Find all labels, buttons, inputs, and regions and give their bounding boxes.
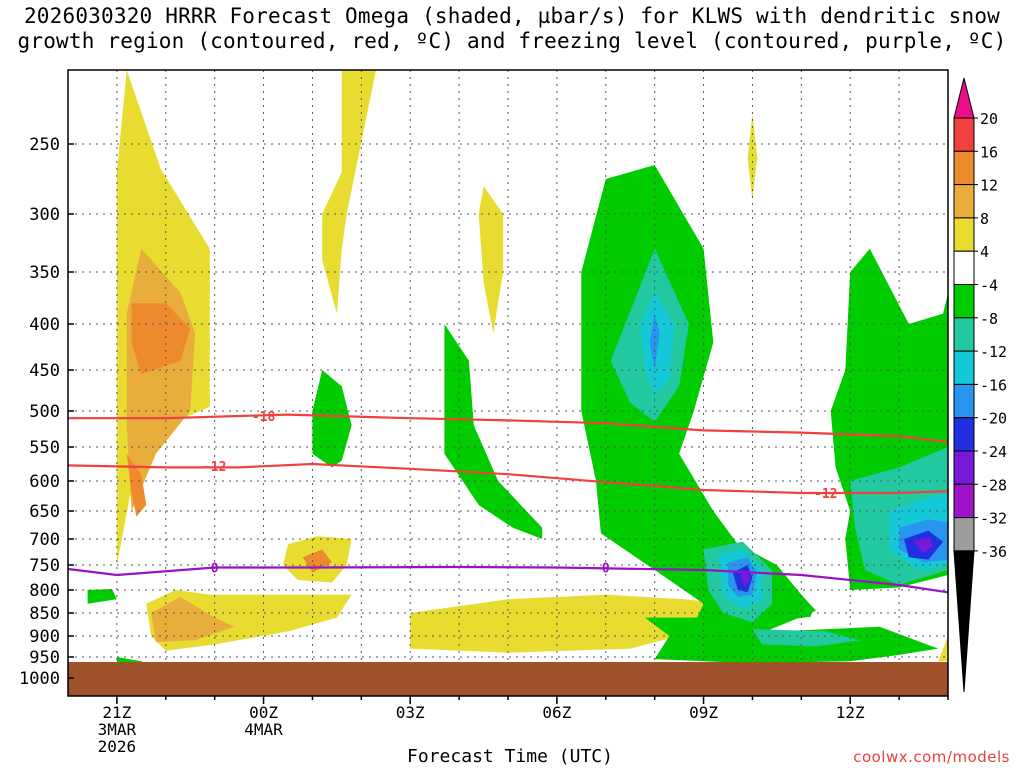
chart-title-line2: growth region (contoured, red, ºC) and f…: [17, 29, 1007, 53]
chart-title: 2026030320 HRRR Forecast Omega (shaded, …: [0, 4, 1024, 54]
contour-label-1: -12: [203, 460, 226, 475]
colorbar-label-4: 4: [980, 243, 989, 261]
colorbar-segment-3: [953, 184, 975, 219]
contour-label-0: -18: [252, 410, 276, 425]
temperature-contours: -18 -12 -12 0 0: [68, 410, 948, 594]
y-tick-label-650: 650: [29, 502, 60, 522]
x-tick-label-6-0: 03Z: [396, 703, 425, 722]
site-credit: coolwx.com/models: [853, 748, 1010, 766]
y-tick-label-300: 300: [29, 205, 60, 225]
omega-region--8-24: [752, 629, 860, 647]
y-tick-label-450: 450: [29, 361, 60, 381]
omega-region-4-6: [410, 594, 728, 653]
contour-label-3: 0: [211, 562, 219, 577]
chart-title-line1: 2026030320 HRRR Forecast Omega (shaded, …: [23, 4, 1001, 28]
omega-region-12-11: [126, 453, 147, 517]
omega-region--24-33: [740, 571, 750, 588]
y-tick-label-1000: 1000: [19, 669, 60, 689]
colorbar-bottom-arrow: [953, 550, 975, 693]
colorbar-segment-1: [953, 117, 975, 152]
y-tick-label-700: 700: [29, 530, 60, 550]
y-tick-label-550: 550: [29, 438, 60, 458]
colorbar-label-6: -8: [980, 310, 998, 328]
y-tick-label-750: 750: [29, 556, 60, 576]
y-tick-label-850: 850: [29, 604, 60, 624]
omega-region-4-7: [938, 636, 948, 662]
x-tick-label-0-2: 2026: [98, 737, 137, 756]
omega-region--16-28: [649, 313, 660, 370]
x-tick-label-9-0: 06Z: [542, 703, 571, 722]
colorbar-segment-9: [953, 383, 975, 419]
x-tick-label-3-1: 4MAR: [244, 720, 283, 739]
colorbar-segment-5: [953, 250, 975, 285]
colorbar-label-0: 20: [980, 110, 998, 128]
omega-region-8-9: [151, 596, 235, 643]
colorbar-segment-6: [953, 284, 975, 319]
y-tick-label-350: 350: [29, 263, 60, 283]
colorbar-label-12: -32: [980, 510, 1007, 528]
colorbar-segment-10: [953, 417, 975, 452]
y-tick-label-800: 800: [29, 581, 60, 601]
omega-region--4-15: [581, 165, 816, 649]
x-tick-label-0-1: 3MAR: [98, 720, 137, 739]
omega-region--4-13: [312, 370, 352, 468]
x-tick-label-12-0: 09Z: [689, 703, 718, 722]
x-axis-label: Forecast Time (UTC): [407, 746, 613, 767]
colorbar-segment-13: [953, 517, 975, 552]
colorbar-label-9: -20: [980, 410, 1007, 428]
contour-line-1: [68, 462, 948, 495]
contour-label-4: 0: [602, 562, 610, 577]
y-tick-label-600: 600: [29, 472, 60, 492]
colorbar-top-arrow: [953, 77, 975, 119]
y-tick-label-400: 400: [29, 315, 60, 335]
colorbar-label-13: -36: [980, 543, 1007, 561]
colorbar-segment-7: [953, 317, 975, 352]
omega-region-12-10: [131, 303, 191, 375]
x-tick-label-3-0: 00Z: [249, 703, 278, 722]
y-tick-label-250: 250: [29, 135, 60, 155]
y-tick-label-500: 500: [29, 402, 60, 422]
omega-region-4-3: [747, 114, 758, 200]
ground-terrain: [68, 662, 948, 696]
colorbar-label-8: -16: [980, 376, 1007, 394]
y-axis-ticks: 250 300 350 400 450 500 550 600 650 700 750 800 850 9…: [19, 135, 74, 689]
colorbar-legend: 20 16 12 8 4 -4 -8 -12 -16 -20 -24 -28 -32 -36: [953, 77, 1007, 693]
colorbar-label-5: -4: [980, 277, 998, 295]
omega-region-4-2: [478, 186, 504, 334]
omega-region--24-34: [913, 537, 934, 554]
colorbar-label-2: 12: [980, 177, 998, 195]
colorbar-segment-12: [953, 483, 975, 519]
colorbar-label-10: -24: [980, 443, 1007, 461]
omega-region--4-14: [444, 324, 543, 539]
omega-region--4-17: [116, 657, 143, 662]
plot-background: [68, 70, 948, 696]
colorbar-label-1: 16: [980, 143, 998, 161]
x-tick-label-15-0: 12Z: [836, 703, 865, 722]
contour-line-0: [68, 413, 948, 444]
colorbar-segment-8: [953, 350, 975, 385]
omega-shading: [87, 70, 948, 662]
contour-line-2: [68, 565, 948, 594]
colorbar-label-3: 8: [980, 210, 989, 228]
colorbar-segment-2: [953, 150, 975, 186]
contour-label-2: -12: [814, 487, 837, 502]
y-tick-label-950: 950: [29, 648, 60, 668]
colorbar-segment-4: [953, 217, 975, 252]
colorbar-label-11: -28: [980, 476, 1007, 494]
y-tick-label-900: 900: [29, 627, 60, 647]
colorbar-segment-11: [953, 450, 975, 485]
omega-region-4-1: [322, 70, 376, 314]
colorbar-label-7: -12: [980, 343, 1007, 361]
omega-region--4-18: [87, 589, 117, 604]
x-tick-label-0-0: 21Z: [102, 703, 131, 722]
